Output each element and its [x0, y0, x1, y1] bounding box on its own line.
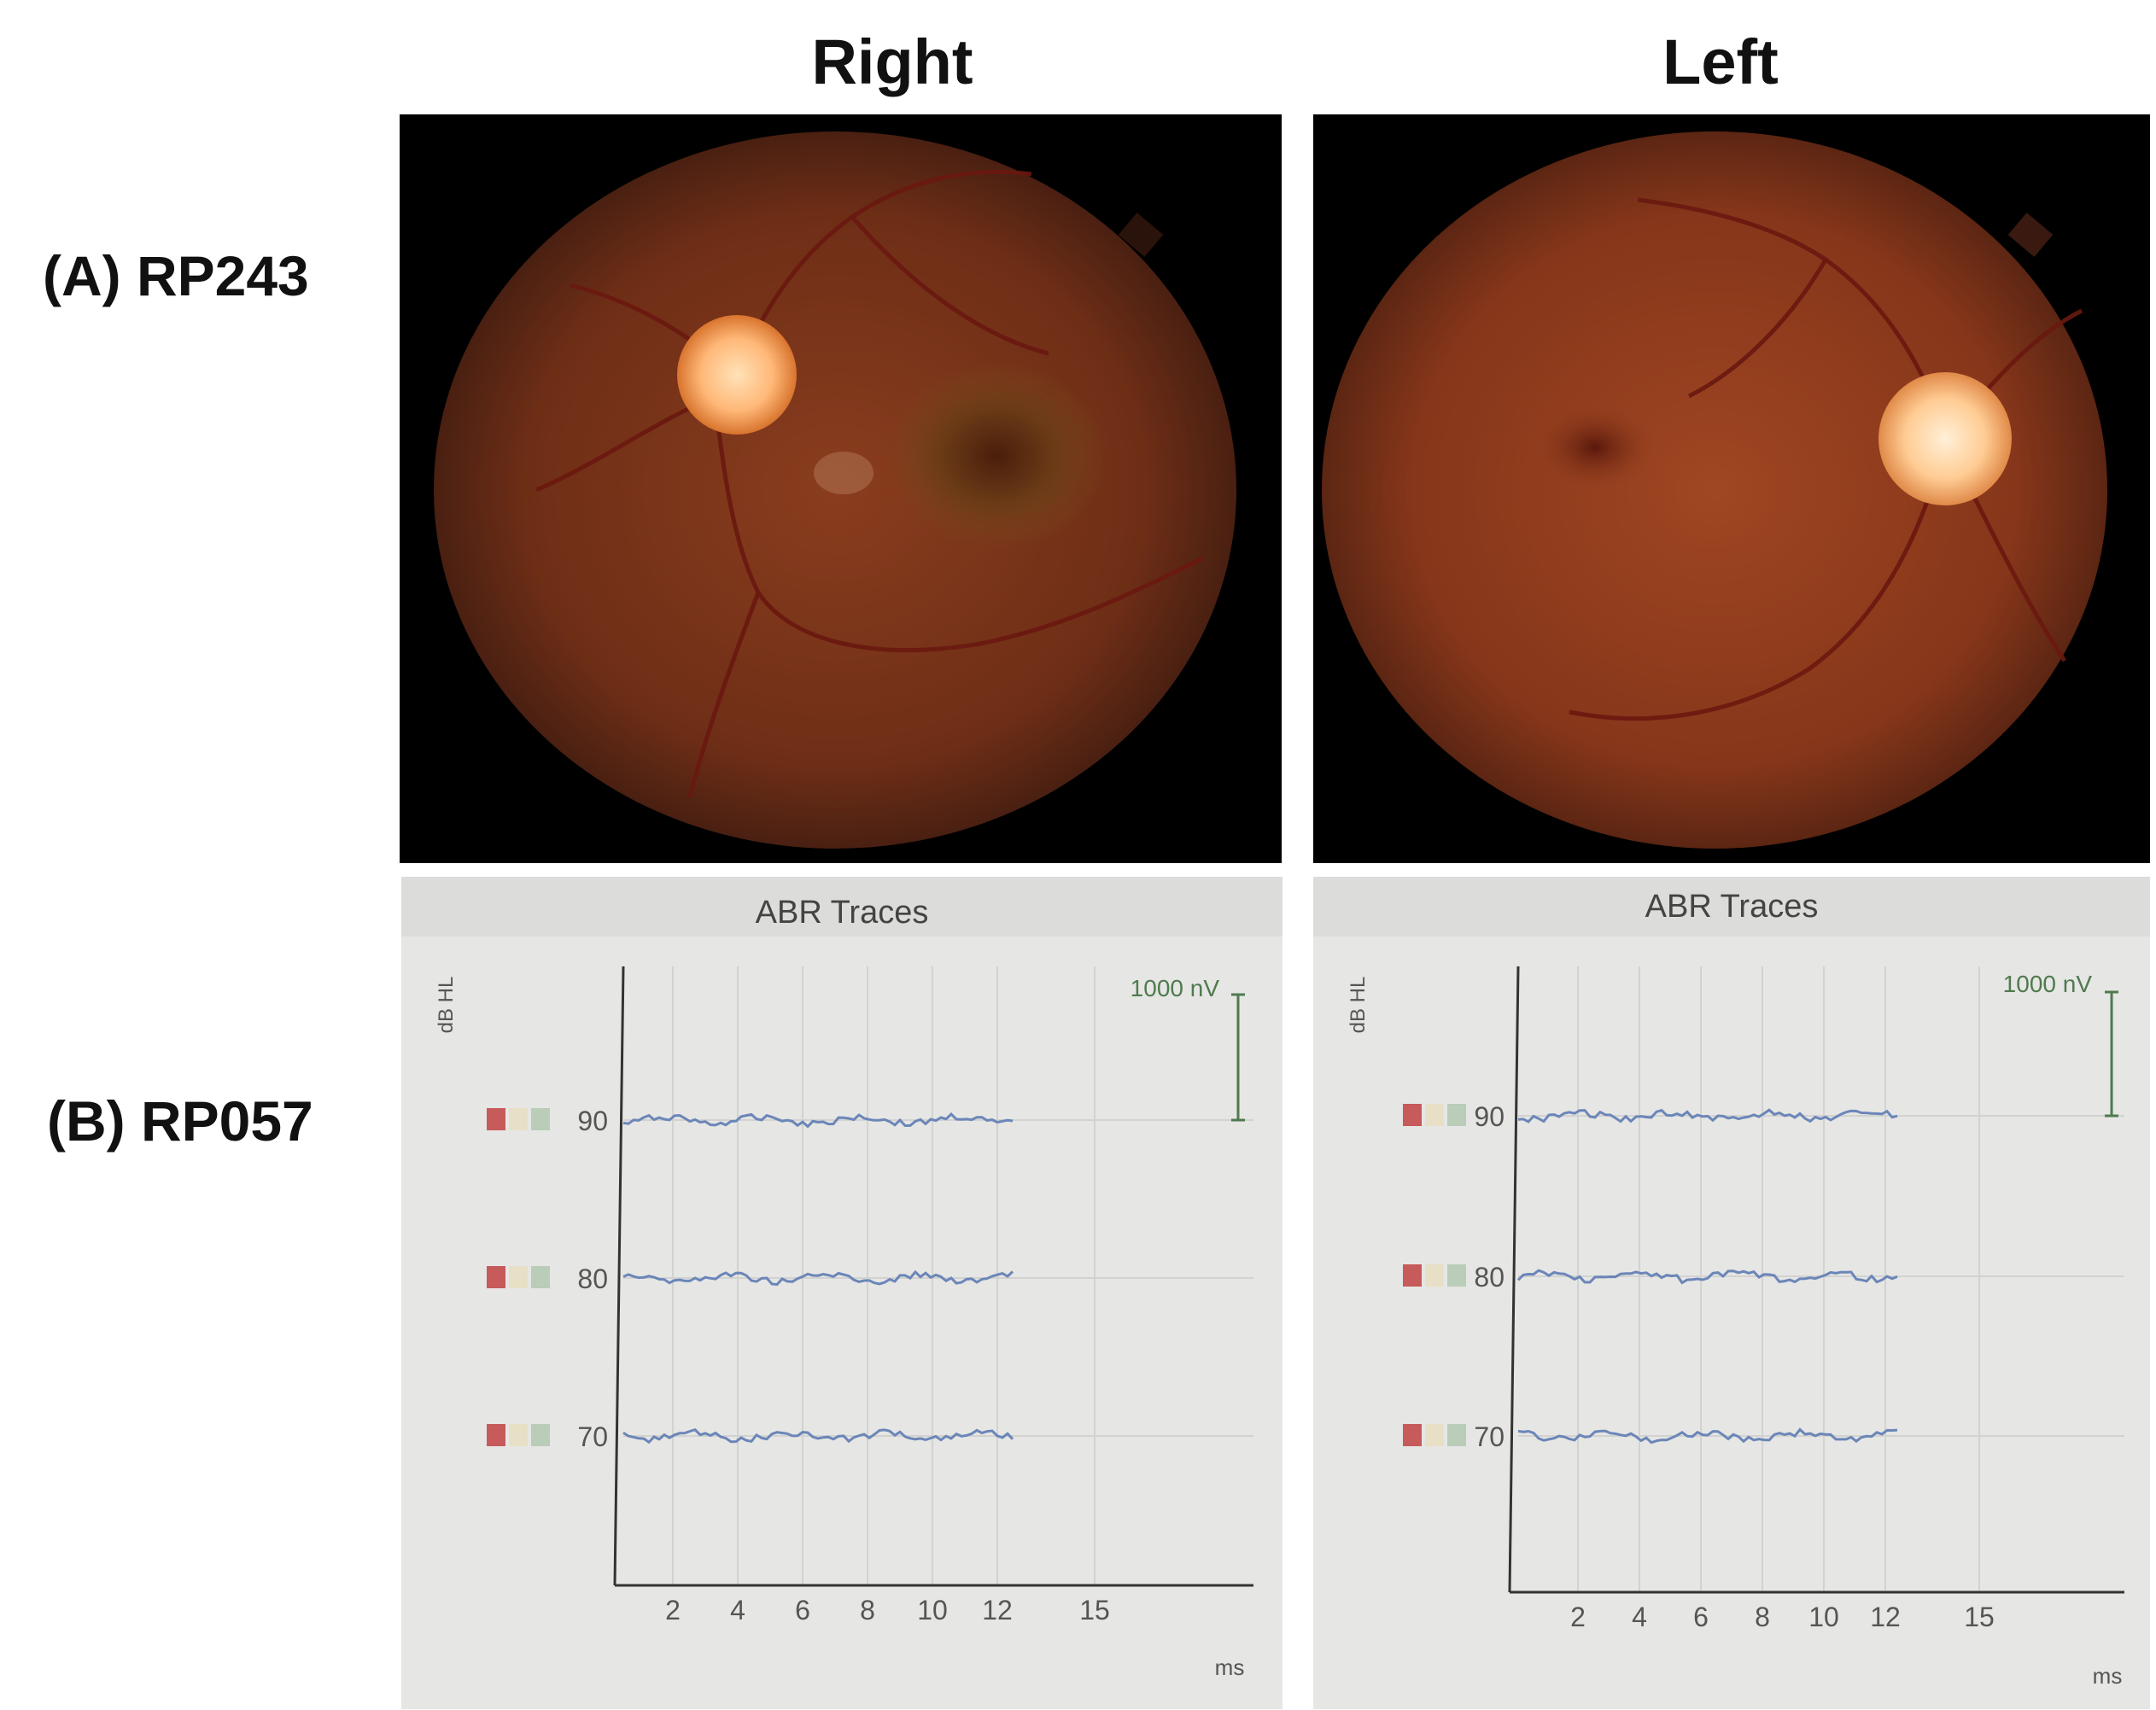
abr-x-tick-label: 10: [1808, 1602, 1839, 1632]
abr-level-marker: [531, 1424, 550, 1446]
abr-trace: [1516, 1269, 1898, 1285]
abr-panel-left: ABR Traces dB HL 2 4 6 8 10 12 15 ms 1000 nV 90 80 7…: [1313, 877, 2150, 1709]
abr-level-marker: [1447, 1424, 1466, 1446]
abr-level-label: 80: [577, 1264, 608, 1294]
abr-level-marker: [509, 1108, 528, 1130]
abr-level-marker: [1425, 1264, 1444, 1287]
fundus-right-image: [434, 131, 1236, 849]
abr-level-label: 70: [577, 1421, 608, 1452]
column-heading-left: Left: [1662, 26, 1779, 97]
abr-chart-right: dB HL 2 4 6 8 10 12 15 ms 1000 nV 90 80 70: [435, 966, 1253, 1680]
abr-x-tick-label: 12: [1870, 1602, 1901, 1632]
abr-level-marker: [1447, 1104, 1466, 1126]
abr-y-axis: [1508, 966, 1520, 1593]
column-heading-right: Right: [811, 26, 973, 97]
abr-level-marker: [1403, 1424, 1422, 1446]
abr-level-marker: [509, 1424, 528, 1446]
abr-x-tick-label: 15: [1964, 1602, 1995, 1632]
abr-level-marker: [531, 1108, 550, 1130]
abr-chart-left: dB HL 2 4 6 8 10 12 15 ms 1000 nV 90 80 70: [1347, 966, 2124, 1689]
abr-x-tick-label: 10: [917, 1595, 948, 1625]
abr-y-axis: [613, 966, 625, 1586]
abr-level-marker: [1447, 1264, 1466, 1287]
abr-trace: [622, 1428, 1014, 1444]
abr-level-label: 90: [1474, 1101, 1505, 1132]
abr-level-label: 80: [1474, 1262, 1505, 1293]
abr-level-marker: [487, 1424, 505, 1446]
abr-ylabel: dB HL: [435, 977, 458, 1034]
abr-level-marker: [487, 1266, 505, 1288]
abr-x-tick-label: 4: [1632, 1602, 1647, 1632]
abr-x-tick-label: 6: [795, 1595, 810, 1625]
abr-x-tick-label: 6: [1693, 1602, 1709, 1632]
abr-x-tick-label: 4: [730, 1595, 745, 1625]
abr-ylabel: dB HL: [1347, 977, 1370, 1034]
fundus-left-image: [1322, 131, 2107, 849]
abr-xlabel: ms: [2093, 1663, 2123, 1689]
abr-x-tick-label: 8: [860, 1595, 875, 1625]
abr-x-tick-label: 15: [1079, 1595, 1110, 1625]
abr-level-marker: [487, 1108, 505, 1130]
abr-x-tick-label: 2: [665, 1595, 681, 1625]
fundus-photo-left-eye: [1313, 114, 2150, 863]
abr-x-tick-label: 12: [982, 1595, 1013, 1625]
abr-level-label: 90: [577, 1106, 608, 1136]
abr-trace: [622, 1112, 1014, 1129]
abr-level-marker: [1403, 1104, 1422, 1126]
abr-level-marker: [1425, 1424, 1444, 1446]
abr-xlabel: ms: [1215, 1655, 1245, 1680]
abr-x-tick-label: 8: [1755, 1602, 1770, 1632]
abr-scale-label: 1000 nV: [2003, 971, 2093, 997]
abr-trace: [1517, 1427, 1898, 1444]
abr-title-left: ABR Traces: [1313, 877, 2150, 937]
abr-title-right: ABR Traces: [401, 877, 1282, 937]
abr-level-marker: [509, 1266, 528, 1288]
row-label-a: (A) RP243: [43, 244, 309, 307]
abr-level-marker: [531, 1266, 550, 1288]
abr-level-label: 70: [1474, 1421, 1505, 1452]
abr-trace: [622, 1269, 1014, 1287]
abr-panel-right: ABR Traces dB HL 2 4 6 8 10 12 15 ms 1000 nV 90 80 7…: [401, 877, 1282, 1709]
abr-x-tick-label: 2: [1570, 1602, 1586, 1632]
abr-level-marker: [1403, 1264, 1422, 1287]
abr-level-marker: [1425, 1104, 1444, 1126]
abr-trace: [1517, 1108, 1898, 1123]
row-label-b: (B) RP057: [47, 1089, 313, 1153]
fundus-photo-right-eye: [400, 114, 1282, 863]
abr-scale-label: 1000 nV: [1131, 975, 1220, 1001]
